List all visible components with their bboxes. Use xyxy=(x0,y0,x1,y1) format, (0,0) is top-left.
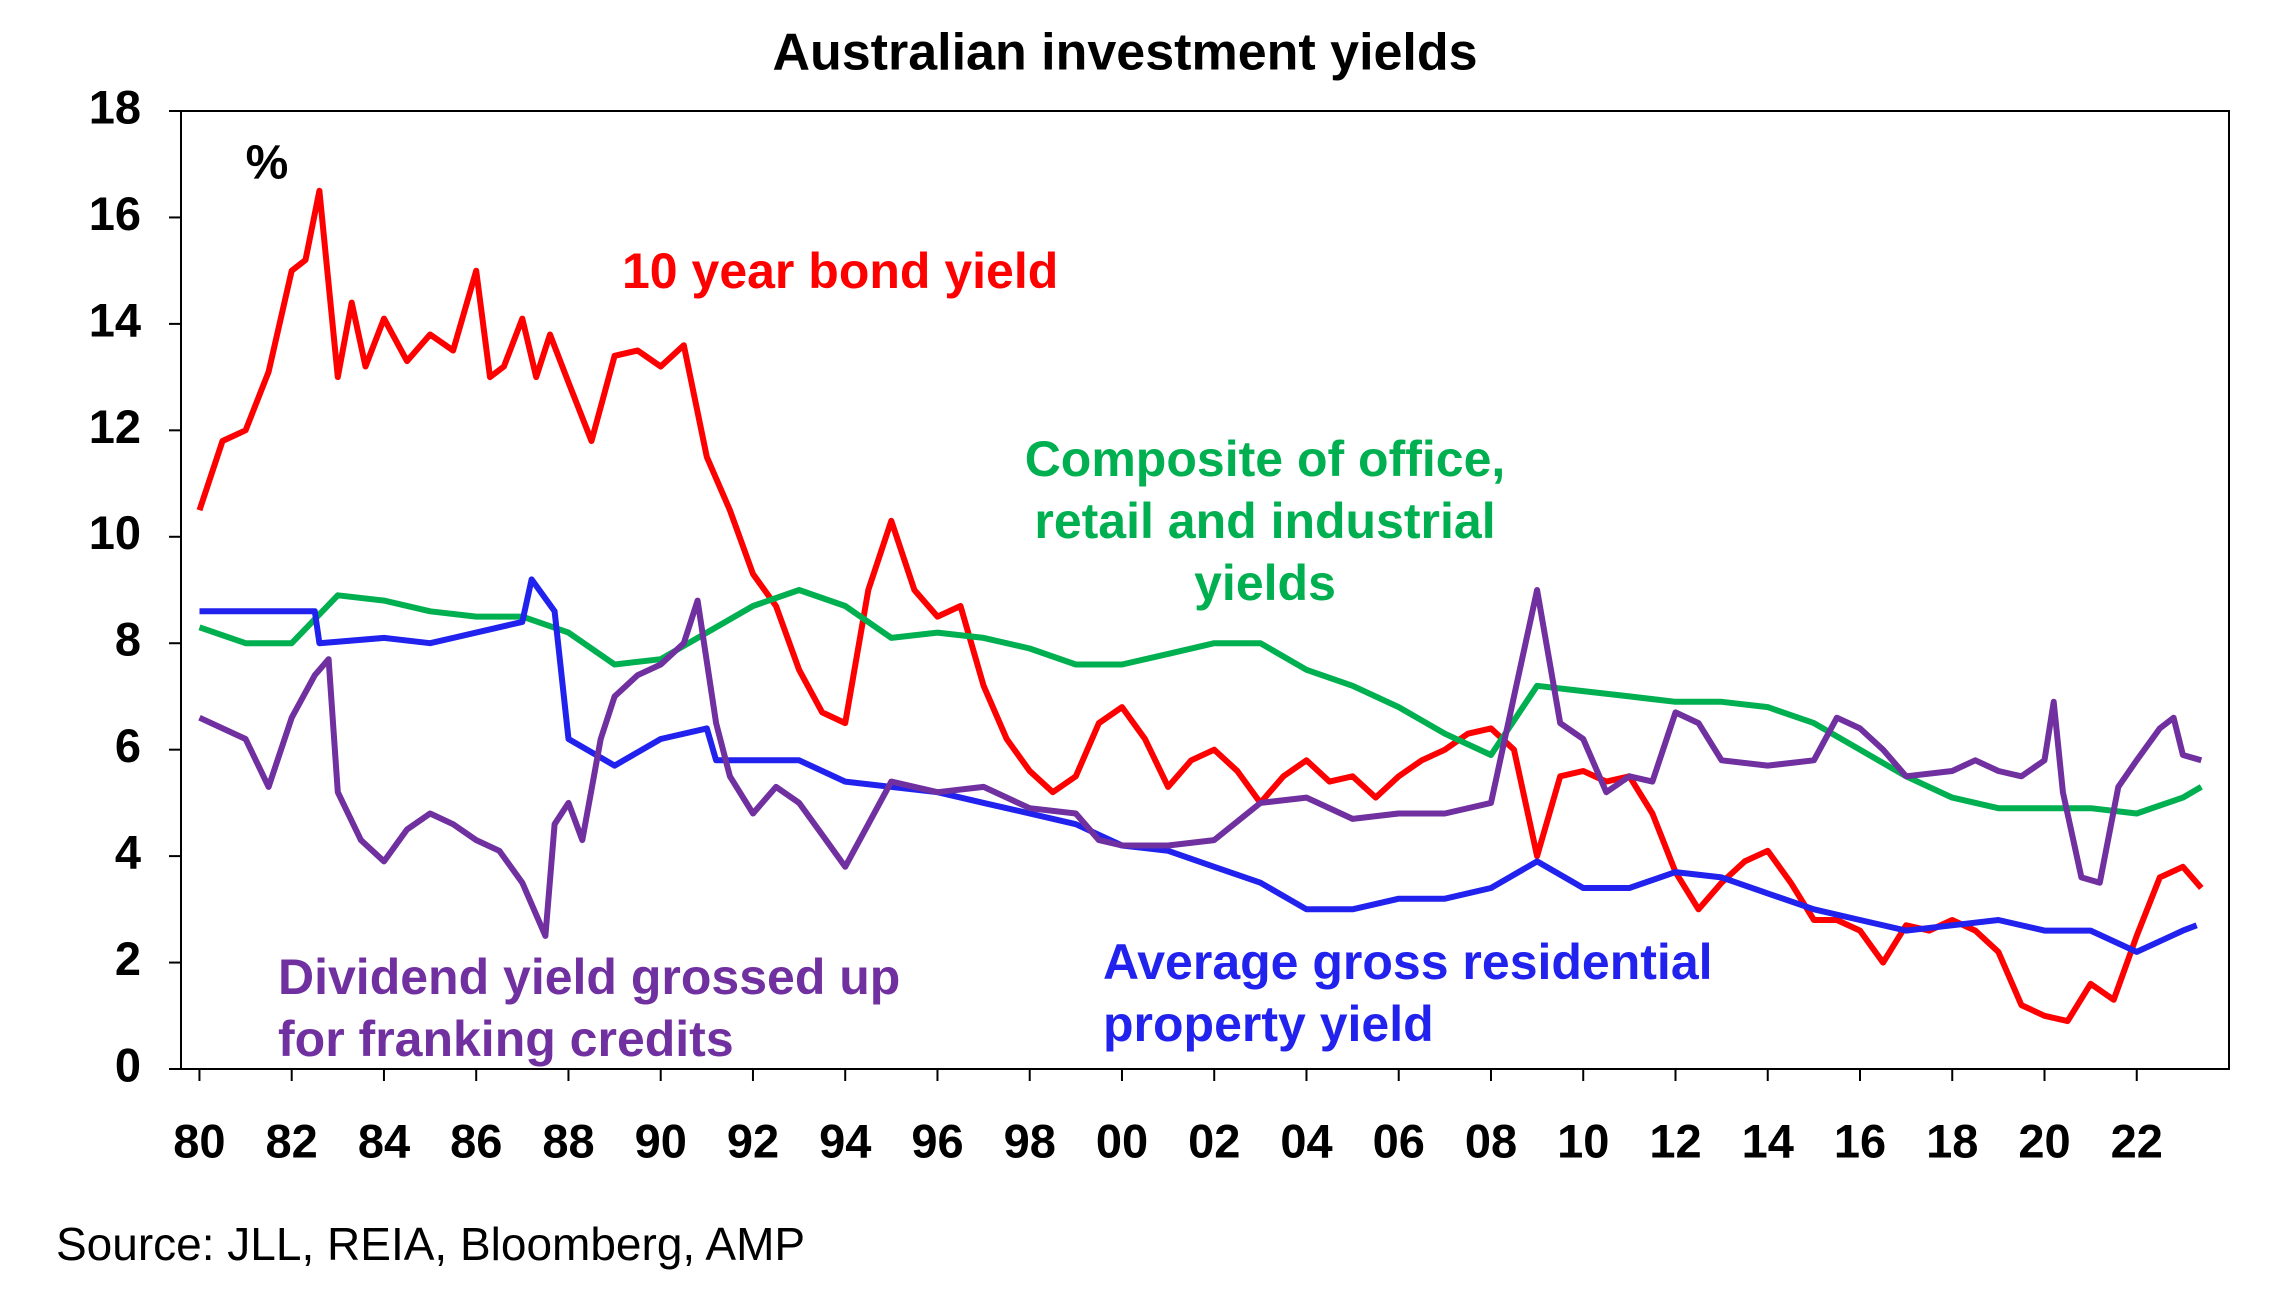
x-tick-label: 12 xyxy=(1649,1114,1701,1167)
x-tick-label: 92 xyxy=(727,1114,779,1167)
series-label: 10 year bond yield xyxy=(622,243,1059,299)
x-tick-label: 84 xyxy=(358,1114,410,1167)
x-tick-label: 88 xyxy=(542,1114,594,1167)
series-line xyxy=(199,576,2198,955)
x-tick-label: 96 xyxy=(911,1114,963,1167)
y-tick-label: 18 xyxy=(89,80,141,133)
x-tick-label: 82 xyxy=(266,1114,318,1167)
x-tick-label: 18 xyxy=(1926,1114,1978,1167)
x-tick-label: 22 xyxy=(2111,1114,2163,1167)
y-tick-label: 10 xyxy=(89,506,141,559)
y-axis-label: % xyxy=(246,137,289,190)
chart-title: Australian investment yields xyxy=(772,24,1477,82)
y-tick-label: 6 xyxy=(115,719,141,772)
x-tick-label: 86 xyxy=(450,1114,502,1167)
x-tick-label: 04 xyxy=(1280,1114,1332,1167)
y-tick-label: 12 xyxy=(89,400,141,453)
series-line xyxy=(198,587,2203,817)
y-tick-label: 14 xyxy=(89,293,141,346)
x-tick-label: 02 xyxy=(1188,1114,1240,1167)
series-label: Dividend yield grossed up for franking c… xyxy=(278,949,901,1067)
x-tick-label: 06 xyxy=(1373,1114,1425,1167)
y-tick-label: 8 xyxy=(115,613,141,666)
y-tick-label: 2 xyxy=(115,932,141,985)
series-line xyxy=(198,587,2203,939)
x-tick-label: 00 xyxy=(1096,1114,1148,1167)
source-note: Source: JLL, REIA, Bloomberg, AMP xyxy=(56,1218,805,1270)
x-tick-label: 20 xyxy=(2018,1114,2070,1167)
x-tick-label: 08 xyxy=(1465,1114,1517,1167)
y-tick-label: 4 xyxy=(115,826,141,879)
plot-frame xyxy=(180,110,2230,1070)
y-tick-label: 16 xyxy=(89,187,141,240)
x-tick-label: 94 xyxy=(819,1114,871,1167)
series-label: Average gross residential property yield xyxy=(1103,934,1713,1052)
x-tick-label: 10 xyxy=(1557,1114,1609,1167)
x-tick-label: 14 xyxy=(1742,1114,1794,1167)
y-tick-label: 0 xyxy=(115,1038,141,1091)
series-label: Composite of office, retail and industri… xyxy=(1024,431,1506,611)
x-tick-label: 80 xyxy=(173,1114,225,1167)
x-tick-label: 98 xyxy=(1004,1114,1056,1167)
series-line xyxy=(196,187,2204,1025)
x-tick-label: 16 xyxy=(1834,1114,1886,1167)
x-tick-label: 90 xyxy=(635,1114,687,1167)
